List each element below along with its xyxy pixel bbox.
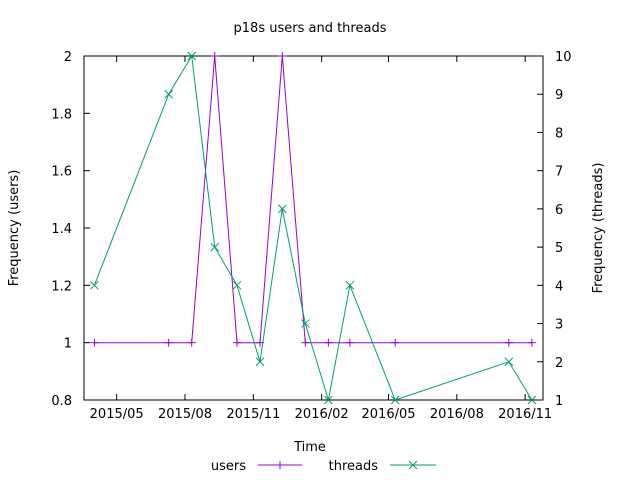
series-layer: [90, 51, 537, 405]
legend-label-threads: threads: [329, 459, 379, 474]
data-point-threads: [164, 89, 174, 99]
plot-frame: [83, 55, 544, 401]
x-tick-label: 2016/02: [295, 407, 349, 422]
data-point-threads: [277, 204, 287, 214]
data-point-users: [345, 338, 354, 347]
data-point-threads: [300, 319, 310, 328]
data-point-threads: [504, 357, 514, 367]
y-right-tick-label: 1: [555, 394, 563, 409]
data-point-users: [527, 338, 536, 347]
data-point-threads: [345, 280, 355, 290]
data-point-threads: [90, 280, 99, 290]
x-tick-label: 2015/08: [158, 407, 212, 422]
y-left-tick-label: 2: [64, 50, 72, 65]
y-right-tick-label: 2: [555, 356, 563, 371]
series-line-threads: [93, 54, 533, 401]
y-axis-right-label: Frequency (threads): [591, 163, 606, 294]
data-point-users: [210, 52, 219, 60]
x-tick-label: 2016/08: [430, 407, 484, 422]
data-point-users: [301, 338, 310, 347]
legend-label-users: users: [211, 459, 246, 474]
y-right-tick-label: 5: [555, 241, 563, 256]
x-tick-label: 2016/11: [498, 407, 552, 422]
y-left-tick-label: 1.2: [51, 279, 72, 294]
legend-marker-users: [276, 461, 284, 469]
x-axis-label: Time: [293, 440, 326, 455]
data-point-users: [504, 338, 513, 347]
y-right-tick-label: 6: [555, 203, 563, 218]
y-right-tick-label: 8: [555, 126, 563, 141]
y-right-tick-label: 10: [555, 50, 572, 65]
y-axis-right: 1 2 3 4 5 6 7 8 9 10: [537, 50, 572, 409]
y-left-tick-label: 1.4: [51, 222, 72, 237]
y-left-tick-label: 1: [64, 337, 72, 352]
y-left-tick-label: 1.6: [51, 165, 72, 180]
data-point-users: [391, 338, 400, 347]
data-point-users: [324, 338, 333, 347]
y-left-tick-label: 0.8: [51, 394, 72, 409]
legend-marker-threads: [408, 460, 418, 470]
data-point-users: [187, 338, 196, 347]
data-point-users: [90, 338, 99, 347]
x-axis: 2015/05 2015/08 2015/11 2016/02 2016/05 2016/…: [90, 56, 552, 422]
data-point-threads: [210, 242, 220, 252]
series-line-users: [94, 55, 532, 344]
y-left-tick-label: 1.8: [51, 107, 72, 122]
y-right-tick-label: 3: [555, 318, 563, 333]
data-point-threads: [255, 357, 265, 367]
data-point-users: [233, 338, 241, 347]
y-right-tick-label: 9: [555, 88, 563, 103]
data-point-threads: [390, 395, 400, 405]
data-point-users: [164, 338, 173, 347]
x-tick-label: 2015/05: [90, 407, 144, 422]
data-point-threads: [324, 395, 333, 405]
data-point-users: [278, 52, 287, 60]
data-point-threads: [187, 51, 197, 61]
data-point-threads: [527, 395, 537, 405]
y-axis-left-label: Frequency (users): [7, 170, 22, 287]
x-tick-label: 2015/11: [226, 407, 280, 422]
chart-title: p18s users and threads: [234, 21, 387, 36]
y-axis-left: 0.8 1 1.2 1.4 1.6 1.8 2: [51, 50, 90, 409]
y-right-tick-label: 7: [555, 165, 563, 180]
y-right-tick-label: 4: [555, 279, 563, 294]
legend: users threads: [211, 459, 436, 474]
x-tick-label: 2016/05: [362, 407, 416, 422]
data-point-threads: [232, 280, 242, 290]
